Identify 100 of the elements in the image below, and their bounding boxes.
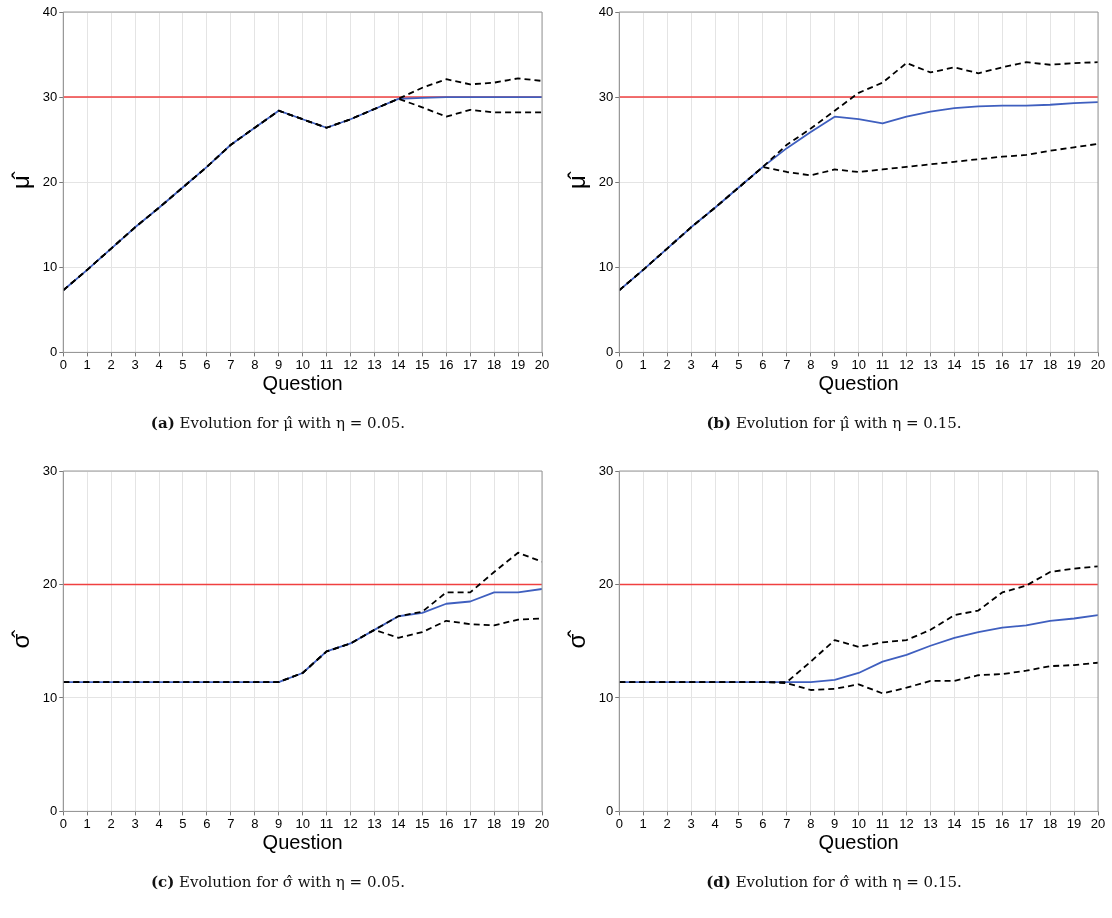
- x-tick-label: 5: [735, 815, 743, 831]
- x-tick-label: 9: [275, 356, 283, 372]
- x-tick-label: 19: [510, 356, 526, 372]
- x-tick-label: 7: [783, 815, 791, 831]
- y-tick-label: 0: [606, 343, 614, 359]
- x-tick-label: 14: [947, 356, 962, 372]
- y-tick-label: 30: [42, 462, 58, 478]
- x-tick-label: 4: [711, 356, 719, 372]
- x-tick-label: 5: [735, 356, 743, 372]
- x-tick-label: 6: [759, 815, 767, 831]
- y-tick-label: 30: [598, 462, 614, 478]
- x-tick-label: 6: [203, 356, 211, 372]
- x-tick-label: 5: [179, 356, 187, 372]
- y-tick-label: 40: [598, 3, 614, 19]
- x-tick-label: 7: [783, 356, 791, 372]
- x-tick-label: 1: [639, 815, 647, 831]
- x-tick-label: 9: [831, 356, 839, 372]
- x-tick-label: 12: [899, 356, 914, 372]
- y-tick-label: 40: [42, 3, 58, 19]
- x-axis-title: Question: [262, 830, 343, 853]
- x-tick-label: 13: [923, 815, 938, 831]
- x-tick-label: 12: [343, 356, 358, 372]
- x-tick-label: 20: [534, 815, 550, 831]
- x-tick-label: 4: [155, 815, 163, 831]
- x-tick-label: 11: [875, 356, 890, 372]
- y-tick-label: 0: [606, 802, 614, 818]
- x-tick-label: 7: [227, 815, 235, 831]
- x-tick-label: 19: [1066, 356, 1082, 372]
- y-axis-title: σ̂: [563, 629, 591, 649]
- y-tick-label: 30: [42, 88, 58, 104]
- x-tick-label: 1: [83, 815, 91, 831]
- x-tick-label: 13: [367, 815, 382, 831]
- x-tick-label: 12: [899, 815, 914, 831]
- x-tick-label: 14: [947, 815, 962, 831]
- x-tick-label: 1: [83, 356, 91, 372]
- x-tick-label: 11: [875, 815, 890, 831]
- x-tick-label: 20: [534, 356, 550, 372]
- x-tick-label: 2: [663, 815, 671, 831]
- x-tick-label: 8: [807, 815, 815, 831]
- x-tick-label: 8: [807, 356, 815, 372]
- x-tick-label: 15: [971, 815, 986, 831]
- text: (b) Evolution for μ̂ with η = 0.15.: [705, 414, 963, 432]
- x-tick-label: 10: [295, 815, 310, 831]
- x-tick-label: 15: [415, 815, 430, 831]
- y-tick-label: 10: [42, 689, 58, 705]
- text: (a) Evolution for μ̂ with η = 0.05.: [149, 414, 407, 432]
- x-tick-label: 8: [251, 815, 259, 831]
- y-tick-label: 10: [598, 689, 614, 705]
- x-tick-label: 16: [995, 356, 1010, 372]
- x-axis-title: Question: [818, 830, 899, 853]
- x-tick-label: 8: [251, 356, 259, 372]
- x-tick-label: 19: [510, 815, 526, 831]
- x-tick-label: 3: [131, 356, 139, 372]
- x-tick-label: 10: [851, 815, 866, 831]
- x-tick-label: 18: [486, 356, 502, 372]
- y-tick-label: 20: [598, 173, 614, 189]
- x-tick-label: 18: [1042, 356, 1058, 372]
- x-tick-label: 16: [995, 815, 1010, 831]
- x-tick-label: 2: [107, 815, 115, 831]
- x-tick-label: 1: [639, 356, 647, 372]
- y-axis-title: μ̂: [7, 171, 35, 190]
- x-tick-label: 12: [343, 815, 358, 831]
- y-tick-label: 10: [598, 258, 614, 274]
- x-tick-label: 19: [1066, 815, 1082, 831]
- x-tick-label: 9: [275, 815, 283, 831]
- x-tick-label: 6: [759, 356, 767, 372]
- text: (d) Evolution for σ̂ with η = 0.15.: [705, 873, 963, 891]
- x-tick-label: 10: [295, 356, 310, 372]
- x-tick-label: 2: [663, 356, 671, 372]
- x-tick-label: 17: [462, 815, 478, 831]
- x-tick-label: 17: [1018, 815, 1034, 831]
- x-tick-label: 20: [1090, 815, 1106, 831]
- x-tick-label: 13: [367, 356, 382, 372]
- text: (c) Evolution for σ̂ with η = 0.05.: [149, 873, 407, 891]
- x-axis-title: Question: [262, 371, 343, 394]
- x-tick-label: 18: [486, 815, 502, 831]
- y-tick-label: 0: [50, 343, 58, 359]
- x-tick-label: 5: [179, 815, 187, 831]
- x-tick-label: 6: [203, 815, 211, 831]
- x-tick-label: 14: [391, 356, 406, 372]
- y-tick-label: 20: [42, 173, 58, 189]
- x-tick-label: 17: [1018, 356, 1034, 372]
- x-tick-label: 4: [711, 815, 719, 831]
- x-tick-label: 13: [923, 356, 938, 372]
- x-tick-label: 3: [131, 815, 139, 831]
- x-tick-label: 11: [319, 815, 334, 831]
- y-tick-label: 20: [598, 576, 614, 592]
- x-tick-label: 11: [319, 356, 334, 372]
- x-axis-title: Question: [818, 371, 899, 394]
- y-axis-title: μ̂: [563, 171, 591, 190]
- y-tick-label: 30: [598, 88, 614, 104]
- x-tick-label: 9: [831, 815, 839, 831]
- x-tick-label: 2: [107, 356, 115, 372]
- x-tick-label: 4: [155, 356, 163, 372]
- x-tick-label: 18: [1042, 815, 1058, 831]
- y-axis-title: σ̂: [7, 629, 35, 649]
- x-tick-label: 3: [687, 815, 695, 831]
- y-tick-label: 10: [42, 258, 58, 274]
- y-tick-label: 0: [50, 802, 58, 818]
- x-tick-label: 16: [439, 815, 454, 831]
